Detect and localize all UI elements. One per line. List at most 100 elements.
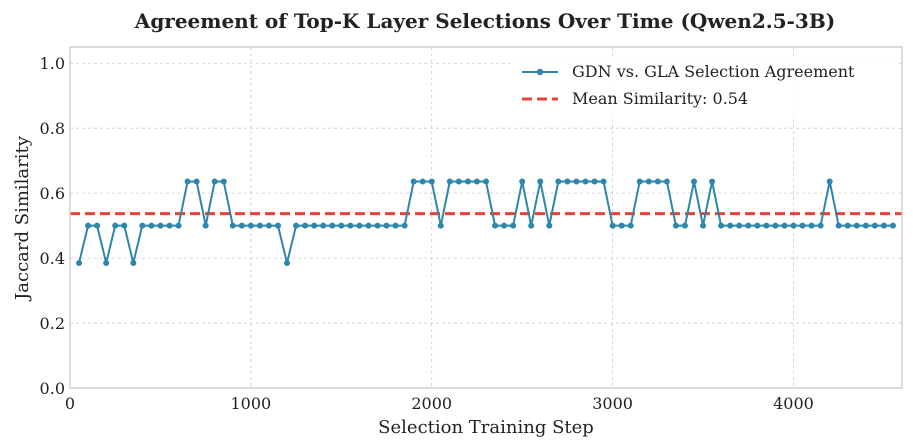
data-point [139,222,146,229]
data-point [365,222,372,229]
data-point [681,222,688,229]
chart-title: Agreement of Top-K Layer Selections Over… [134,9,835,33]
data-point [880,222,887,229]
data-point [410,178,417,185]
data-point [736,222,743,229]
data-point [311,222,318,229]
data-point [618,222,625,229]
data-point [320,222,327,229]
plot-frame [69,46,903,389]
data-point [329,222,336,229]
data-point [889,222,896,229]
data-point [537,178,544,185]
data-point [727,222,734,229]
y-tick-label: 0.2 [40,314,65,333]
data-point [392,222,399,229]
data-point [817,222,824,229]
data-point [265,222,272,229]
y-axis-label: Jaccard Similarity [12,135,33,302]
data-point [437,222,444,229]
y-axis-ticks: 0.0 0.2 0.4 0.6 0.8 1.0 [40,54,65,398]
y-tick-label: 0.8 [40,119,65,138]
data-point [636,178,643,185]
data-point [772,222,779,229]
x-tick-label: 0 [65,394,75,413]
data-point [645,178,652,185]
legend: GDN vs. GLA Selection Agreement Mean Sim… [512,56,896,118]
data-point [202,222,209,229]
data-point [175,222,182,229]
data-point [808,222,815,229]
series-layer [76,178,896,266]
data-point [700,222,707,229]
x-tick-label: 1000 [231,394,272,413]
x-tick-label: 4000 [773,394,814,413]
data-point [229,222,236,229]
data-point [519,178,526,185]
data-point [220,178,227,185]
data-point [428,178,435,185]
data-point [302,222,309,229]
x-axis-ticks: 0 1000 2000 3000 4000 [65,394,814,413]
legend-mean-label: Mean Similarity: 0.54 [572,89,748,108]
data-point [211,178,218,185]
y-tick-label: 1.0 [40,54,65,73]
data-point [455,178,462,185]
legend-series-marker [536,68,544,76]
data-point [238,222,245,229]
data-point [555,178,562,185]
legend-box [512,56,896,118]
data-point [473,178,480,185]
data-point [374,222,381,229]
data-point [148,222,155,229]
data-point [871,222,878,229]
data-point [691,178,697,185]
x-axis-label: Selection Training Step [378,417,594,438]
data-point [401,222,408,229]
data-point [844,222,851,229]
data-point [501,222,508,229]
data-point [85,222,92,229]
data-point [835,222,842,229]
data-point [112,222,119,229]
data-point [446,178,453,185]
series-line-0 [78,180,893,264]
data-point [510,222,517,229]
data-point [573,178,580,185]
data-point [609,222,616,229]
data-point [672,222,679,229]
data-point [483,178,489,185]
data-point [546,222,553,229]
data-point [383,222,390,229]
data-point [184,178,191,185]
data-point [76,259,83,266]
data-point [121,222,128,229]
data-point [157,222,164,229]
y-tick-label: 0.0 [40,379,65,398]
data-point [419,178,426,185]
data-point [284,259,291,266]
data-point [338,222,345,229]
x-tick-label: 2000 [411,394,452,413]
data-point [275,222,281,229]
data-point [627,222,634,229]
data-point [799,222,806,229]
data-point [718,222,725,229]
data-point [781,222,788,229]
data-point [564,178,571,185]
data-point [826,178,833,185]
x-tick-label: 3000 [592,394,633,413]
data-point [492,222,499,229]
data-point [347,222,354,229]
data-point [94,222,101,229]
data-point [763,222,770,229]
data-point [745,222,752,229]
data-point [591,178,598,185]
data-point [853,222,860,229]
data-point [103,259,110,266]
data-point [166,222,173,229]
data-point [464,178,471,185]
data-point [293,222,300,229]
data-point [193,178,200,185]
